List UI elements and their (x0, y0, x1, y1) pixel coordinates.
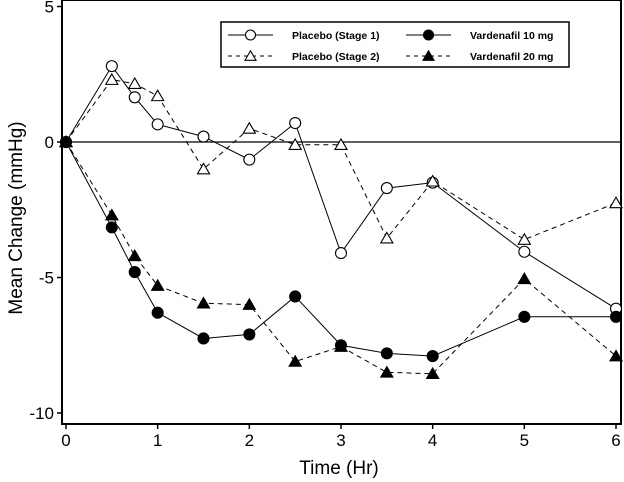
data-point (242, 121, 257, 134)
data-point (243, 328, 256, 341)
legend-label: Placebo (Stage 1) (292, 30, 380, 42)
series-placebo-stage-1 (59, 60, 623, 315)
series-line (65, 141, 616, 357)
legend-box (220, 21, 570, 68)
series-vardenafil-10-mg (59, 135, 623, 363)
data-point (242, 297, 257, 310)
data-point (333, 339, 349, 352)
series-line (65, 65, 617, 310)
data-point (289, 116, 302, 130)
data-point (243, 153, 256, 166)
x-tick-label: 1 (153, 431, 162, 450)
data-point (334, 247, 348, 260)
y-tick-label: 0 (45, 133, 54, 152)
y-axis-title: Mean Change (mmHg) (6, 121, 27, 314)
data-point (151, 306, 164, 319)
data-point (379, 231, 394, 244)
y-tick-label: -5 (39, 269, 54, 288)
data-point (609, 310, 623, 323)
data-point (518, 245, 531, 258)
data-point (426, 350, 439, 363)
legend-item-vardenafil-10-mg: Vardenafil 10 mg (406, 29, 553, 42)
legend-marker (244, 29, 257, 41)
y-tick-label: -10 (29, 404, 54, 423)
data-point (333, 137, 349, 150)
legend-item-vardenafil-20-mg: Vardenafil 20 mg (406, 49, 553, 63)
legend-marker (422, 49, 435, 61)
x-tick-label: 4 (428, 431, 437, 450)
legend-label: Vardenafil 20 mg (470, 51, 553, 63)
data-point (150, 278, 165, 291)
legend-label: Vardenafil 10 mg (470, 30, 553, 42)
data-point (58, 135, 74, 148)
data-point (608, 349, 624, 362)
x-tick-label: 6 (611, 431, 620, 450)
x-tick-label: 0 (61, 431, 70, 450)
series-placebo-stage-2 (58, 72, 624, 245)
data-point (425, 366, 440, 379)
legend-marker (422, 29, 435, 41)
legend-marker (244, 49, 257, 61)
data-point (380, 347, 393, 360)
data-point (517, 232, 532, 245)
series-line (65, 79, 617, 241)
data-point (289, 290, 302, 303)
data-point (196, 162, 211, 175)
series-vardenafil-20-mg (58, 135, 624, 379)
legend-label: Placebo (Stage 2) (292, 51, 380, 63)
data-point (196, 296, 211, 309)
data-point (288, 137, 303, 150)
x-tick-label: 3 (336, 431, 345, 450)
data-point (518, 310, 531, 323)
x-tick-label: 5 (520, 431, 529, 450)
data-point (380, 182, 393, 195)
data-point (379, 365, 394, 378)
data-point (288, 354, 303, 367)
data-point (105, 221, 118, 234)
data-point (151, 118, 164, 131)
data-point (517, 272, 532, 285)
data-point (197, 332, 210, 345)
data-point (150, 89, 165, 102)
data-point (128, 266, 141, 279)
data-point (127, 248, 142, 262)
data-point (105, 60, 118, 73)
y-tick-label: 5 (45, 0, 54, 17)
data-point (128, 91, 141, 104)
data-point (425, 174, 440, 187)
data-point (127, 76, 142, 89)
x-tick-label: 2 (245, 431, 254, 450)
legend-item-placebo-stage-1: Placebo (Stage 1) (228, 29, 380, 42)
data-point (197, 130, 210, 143)
data-point (104, 208, 119, 221)
data-point (608, 196, 624, 209)
legend-item-placebo-stage-2: Placebo (Stage 2) (228, 49, 380, 63)
x-axis-title: Time (Hr) (299, 458, 379, 479)
data-point (104, 72, 119, 85)
series-line (65, 141, 617, 375)
